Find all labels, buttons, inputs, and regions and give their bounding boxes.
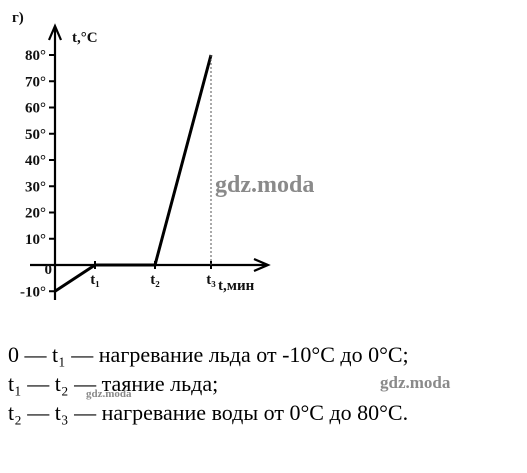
watermark: gdz.moda xyxy=(215,172,314,198)
y-axis-label: t,°C xyxy=(72,30,98,46)
y-tick-label: 20° xyxy=(25,206,46,222)
y-tick-label: 0 xyxy=(45,262,53,278)
text-line: t₂ — t₃ — нагревание воды от 0°C до 80°C… xyxy=(8,400,408,425)
y-tick-label: 30° xyxy=(25,179,46,195)
y-tick-label: 70° xyxy=(25,74,46,90)
y-axis xyxy=(47,23,63,300)
y-tick-label: 60° xyxy=(25,101,46,117)
y-tick-label: -10° xyxy=(20,284,46,300)
x-tick-label: t₂ xyxy=(150,272,160,288)
watermark: gdz.moda xyxy=(86,388,132,400)
panel-label: г) xyxy=(12,10,24,26)
data-line xyxy=(54,54,213,293)
watermark: gdz.moda xyxy=(380,373,451,392)
y-tick-label: 10° xyxy=(25,232,46,248)
x-tick-label: t₁ xyxy=(90,272,100,288)
text-line: t₁ — t₂ — таяние льда; xyxy=(8,371,218,396)
x-axis-label: t,мин xyxy=(218,278,255,294)
y-tick-label: 80° xyxy=(25,48,46,64)
x-tick-label: t₃ xyxy=(206,272,216,288)
y-tick-label: 50° xyxy=(25,127,46,143)
y-tick-label: 40° xyxy=(25,153,46,169)
text-line: 0 — t₁ — нагревание льда от -10°C до 0°C… xyxy=(8,342,409,367)
